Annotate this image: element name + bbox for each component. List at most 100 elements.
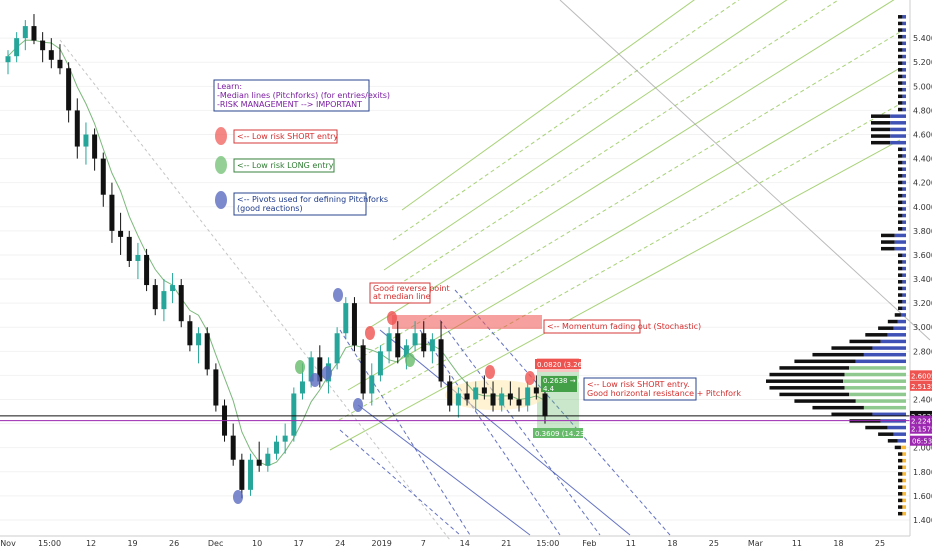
profile-bar <box>898 101 903 105</box>
profile-bar <box>898 220 903 224</box>
profile-bar <box>878 326 894 330</box>
time-tick-label: Dec <box>208 539 223 548</box>
annotation-box <box>583 377 697 401</box>
profile-bar <box>902 107 906 112</box>
profile-bar <box>902 280 906 284</box>
profile-bar <box>831 346 873 350</box>
profile-bar <box>898 87 903 92</box>
profile-bar <box>902 511 906 516</box>
profile-bar <box>849 392 906 397</box>
profile-bar <box>898 505 903 509</box>
price-tick-label: 3.4000 <box>913 275 932 284</box>
annotation-box <box>233 192 367 216</box>
candle-body <box>230 435 236 460</box>
profile-bar <box>872 346 906 350</box>
price-tick-label: 2.8000 <box>913 347 932 356</box>
short-entry-marker <box>365 326 375 340</box>
candle-body <box>516 399 522 406</box>
profile-bar <box>902 21 906 26</box>
price-tick-label: 4.6000 <box>913 131 932 140</box>
profile-bar <box>902 94 906 99</box>
profile-bar <box>898 213 903 218</box>
fork-line-down <box>339 329 471 536</box>
profile-bar <box>902 167 906 171</box>
profile-bar <box>893 326 906 330</box>
price-tick-label: 2.0000 <box>913 444 932 453</box>
profile-bar <box>902 220 906 224</box>
legend-long-icon <box>215 156 227 174</box>
profile-bar <box>898 273 903 277</box>
fork-line-up <box>338 103 901 421</box>
profile-bar <box>902 48 906 52</box>
fork-line-up <box>347 67 901 391</box>
profile-bar <box>902 180 906 185</box>
profile-bar <box>898 293 903 297</box>
candle-body <box>412 333 418 346</box>
profile-bar <box>902 54 906 59</box>
profile-bar <box>897 319 906 324</box>
price-tag: 2.5135 <box>911 383 932 391</box>
price-tick-label: 1.6000 <box>913 492 932 501</box>
candle-body <box>144 254 150 286</box>
fork-line-up <box>383 0 788 271</box>
fork-line-up <box>356 31 901 361</box>
pivot-marker <box>233 490 243 504</box>
profile-bar <box>898 187 903 191</box>
candle-body <box>40 40 46 51</box>
profile-bar <box>902 227 906 231</box>
price-tick-label: 5.0000 <box>913 82 932 91</box>
price-tick-label: 2.4000 <box>913 396 932 405</box>
fork-line-up <box>329 139 901 451</box>
profile-bar <box>902 293 906 297</box>
candle-body <box>274 441 279 454</box>
profile-bar <box>779 392 850 397</box>
candle-body <box>31 26 37 41</box>
profile-bar <box>902 485 906 489</box>
profile-bar <box>890 134 906 138</box>
price-tag-bg <box>910 380 932 391</box>
profile-bar <box>898 21 903 26</box>
profile-bar <box>902 478 906 483</box>
annotation-box <box>213 79 370 112</box>
annotation-box <box>233 129 338 144</box>
time-tick-label: 25 <box>875 539 885 548</box>
profile-bar <box>881 240 895 244</box>
annotation-text: Learn: <box>217 82 242 91</box>
price-tag: 2.6005 <box>911 372 932 380</box>
candle-body <box>421 333 427 352</box>
profile-bar <box>881 246 895 251</box>
candle-body <box>343 303 349 334</box>
profile-bar <box>902 498 906 503</box>
profile-bar <box>898 266 903 271</box>
profile-bar <box>902 193 906 198</box>
profile-bar <box>898 260 903 264</box>
profile-bar <box>890 140 906 145</box>
profile-bar <box>898 174 903 178</box>
price-tick-label: 4.8000 <box>913 106 932 115</box>
candle-body <box>308 357 314 382</box>
profile-bar <box>900 445 906 450</box>
price-tick-label: 5.2000 <box>913 58 932 67</box>
profile-bar <box>894 233 906 238</box>
profile-bar <box>898 160 903 165</box>
trend-line <box>59 39 451 541</box>
profile-bar <box>902 28 906 32</box>
measure-top: 0.0820 (3.26%) 3 <box>537 361 598 369</box>
profile-bar <box>902 306 906 311</box>
candle-body <box>455 393 461 406</box>
profile-bar <box>898 306 903 311</box>
pivot-marker <box>353 398 363 412</box>
price-tick-label: 4.0000 <box>913 203 932 212</box>
price-tick-label: 5.4000 <box>913 34 932 43</box>
measure-labels: 0.0820 (3.26%) 3 0.2638 → 04.4 0.3609 (14.… <box>533 359 601 438</box>
price-tick-label: 3.8000 <box>913 227 932 236</box>
fork-line-down <box>379 329 631 536</box>
profile-bar <box>890 114 906 118</box>
resistance-zone <box>392 315 542 329</box>
profile-bar <box>898 200 903 205</box>
profile-bar <box>902 101 906 105</box>
candle-body <box>14 38 20 57</box>
time-tick-label: Nov <box>0 539 16 548</box>
profile-bar <box>871 121 891 125</box>
measure-mid: 0.2638 → 0 <box>543 377 582 385</box>
